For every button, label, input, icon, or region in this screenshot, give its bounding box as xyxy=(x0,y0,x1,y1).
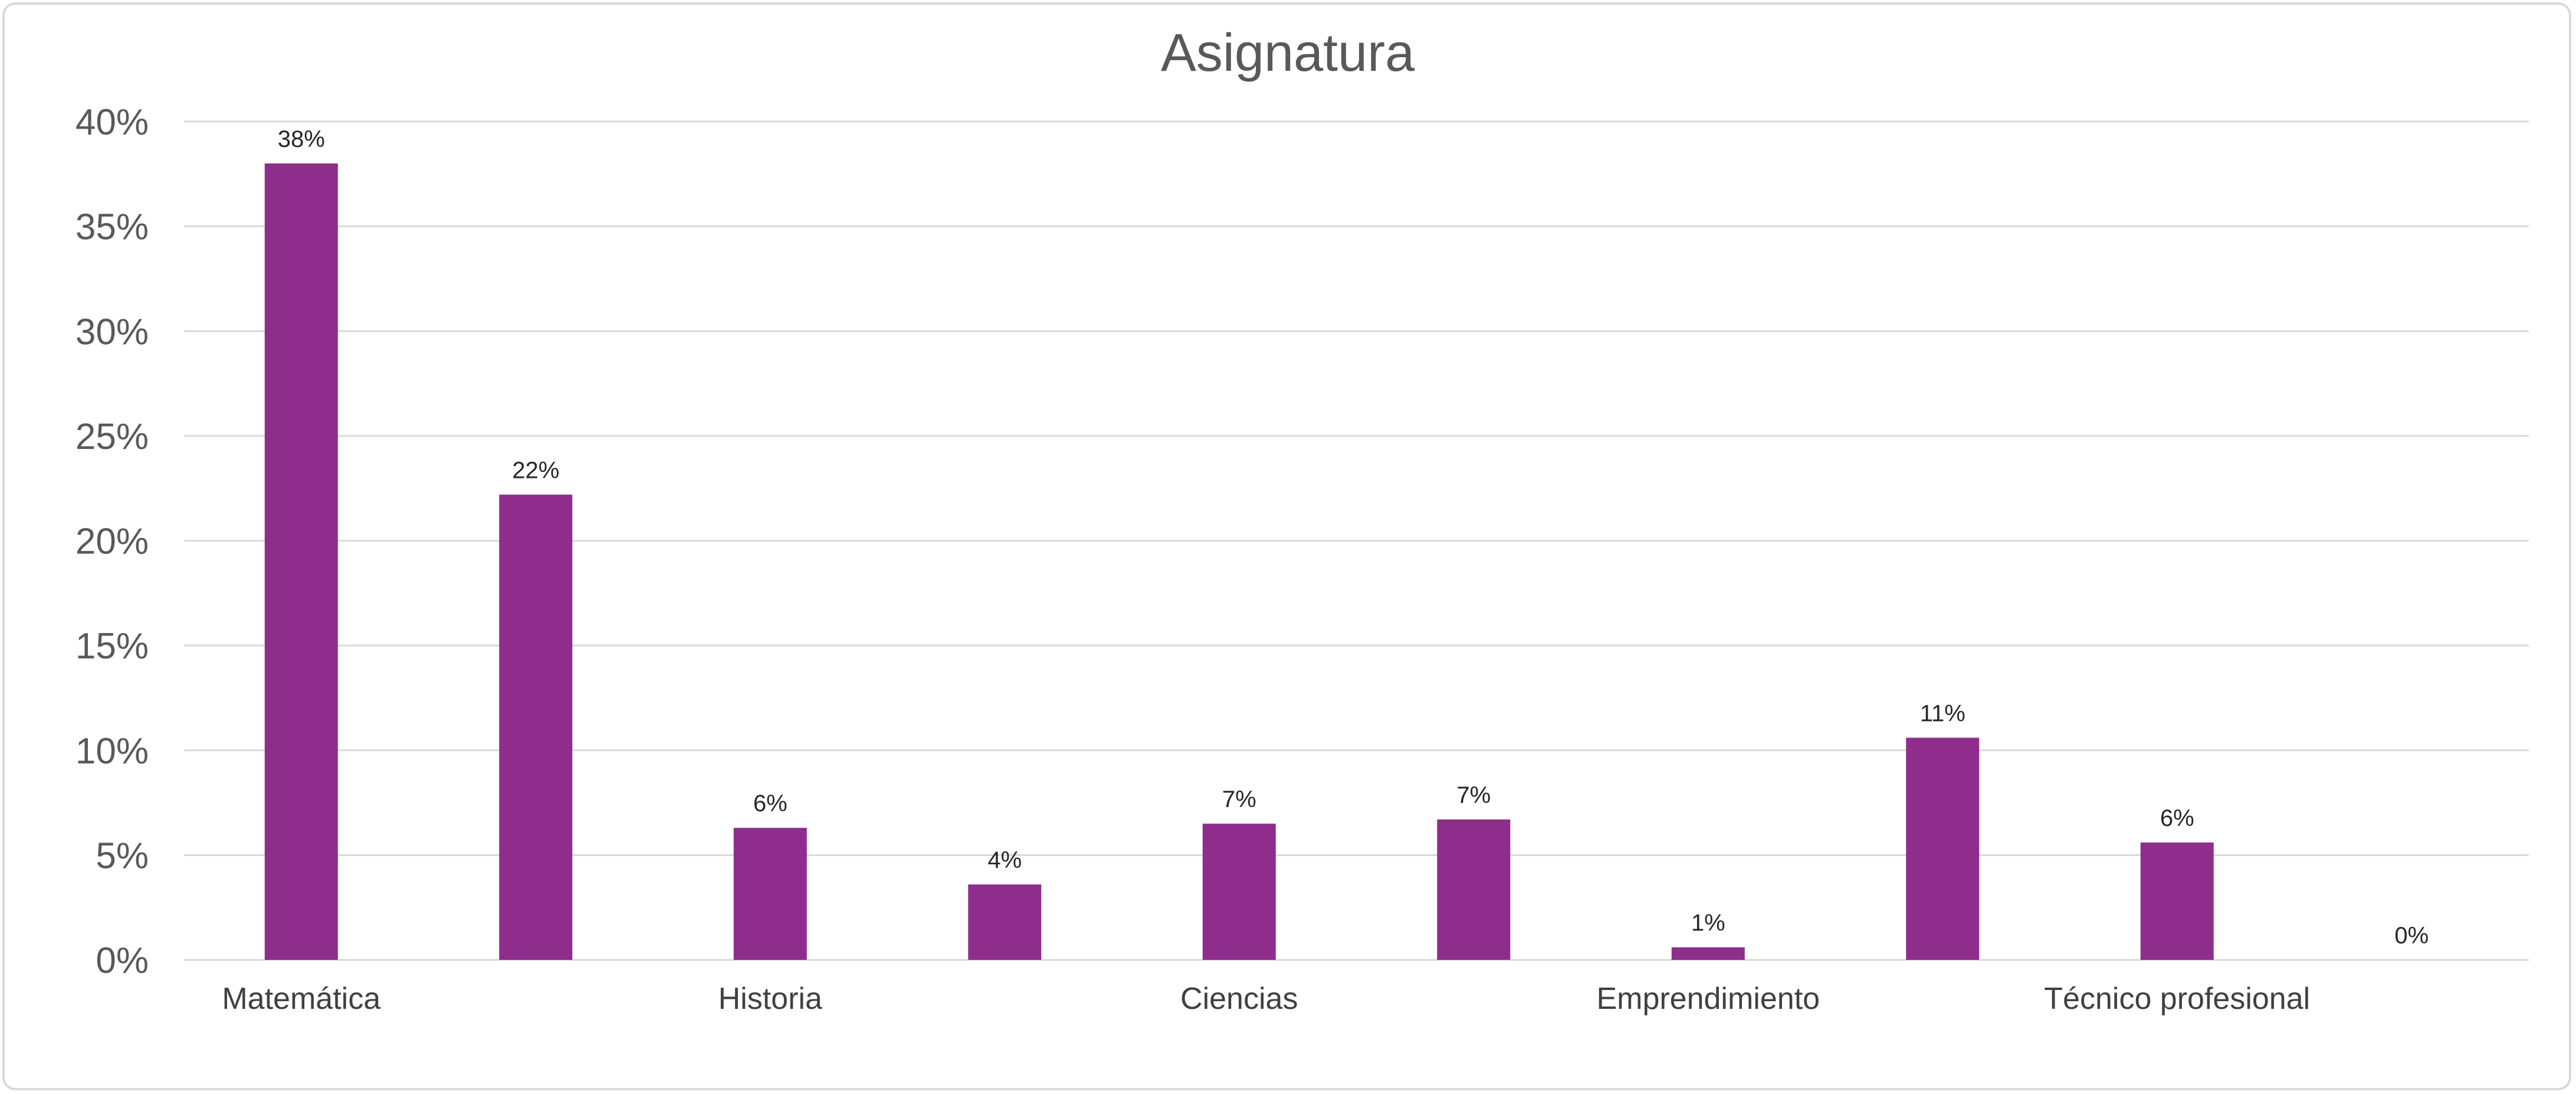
x-tick-label: Historia xyxy=(718,982,822,1016)
x-axis-ticks: Matemática Historia Ciencias Emprendimiento… xyxy=(222,982,2310,1016)
y-tick-label: 5% xyxy=(96,835,149,876)
y-tick-label: 40% xyxy=(76,102,149,143)
data-labels: 38% 22% 6% 4% 7% 7% 1% 11% 6% 0% xyxy=(278,126,2429,949)
y-tick-label: 20% xyxy=(76,522,149,562)
data-label: 0% xyxy=(2394,923,2429,949)
bar xyxy=(1202,824,1276,960)
data-label: 22% xyxy=(512,457,559,483)
bar xyxy=(499,494,573,960)
bar xyxy=(2140,842,2214,960)
x-tick-label: Matemática xyxy=(222,982,380,1016)
y-axis-ticks: 0% 5% 10% 15% 20% 25% 30% 35% 40% xyxy=(76,102,149,981)
data-label: 1% xyxy=(1691,910,1725,936)
y-tick-label: 35% xyxy=(76,207,149,248)
x-tick-label: Técnico profesional xyxy=(2044,982,2310,1016)
data-label: 11% xyxy=(1920,700,1965,726)
y-tick-label: 25% xyxy=(76,417,149,457)
data-label: 7% xyxy=(1456,782,1491,808)
bar xyxy=(1906,737,1980,960)
bar xyxy=(1437,819,1511,960)
y-tick-label: 30% xyxy=(76,312,149,352)
data-label: 6% xyxy=(753,791,787,817)
chart-title: Asignatura xyxy=(1161,24,1415,83)
x-tick-label: Emprendimiento xyxy=(1596,982,1820,1016)
gridlines xyxy=(184,120,2529,961)
y-tick-label: 0% xyxy=(96,940,149,981)
bar xyxy=(733,828,807,960)
data-label: 38% xyxy=(278,126,325,152)
data-label: 7% xyxy=(1222,786,1256,812)
bar xyxy=(1671,947,1745,960)
data-label: 6% xyxy=(2160,805,2194,831)
bars xyxy=(264,163,2214,960)
bar xyxy=(968,884,1042,960)
data-label: 4% xyxy=(987,847,1022,873)
bar xyxy=(264,163,338,960)
y-tick-label: 10% xyxy=(76,731,149,772)
y-tick-label: 15% xyxy=(76,626,149,667)
x-tick-label: Ciencias xyxy=(1180,982,1298,1016)
